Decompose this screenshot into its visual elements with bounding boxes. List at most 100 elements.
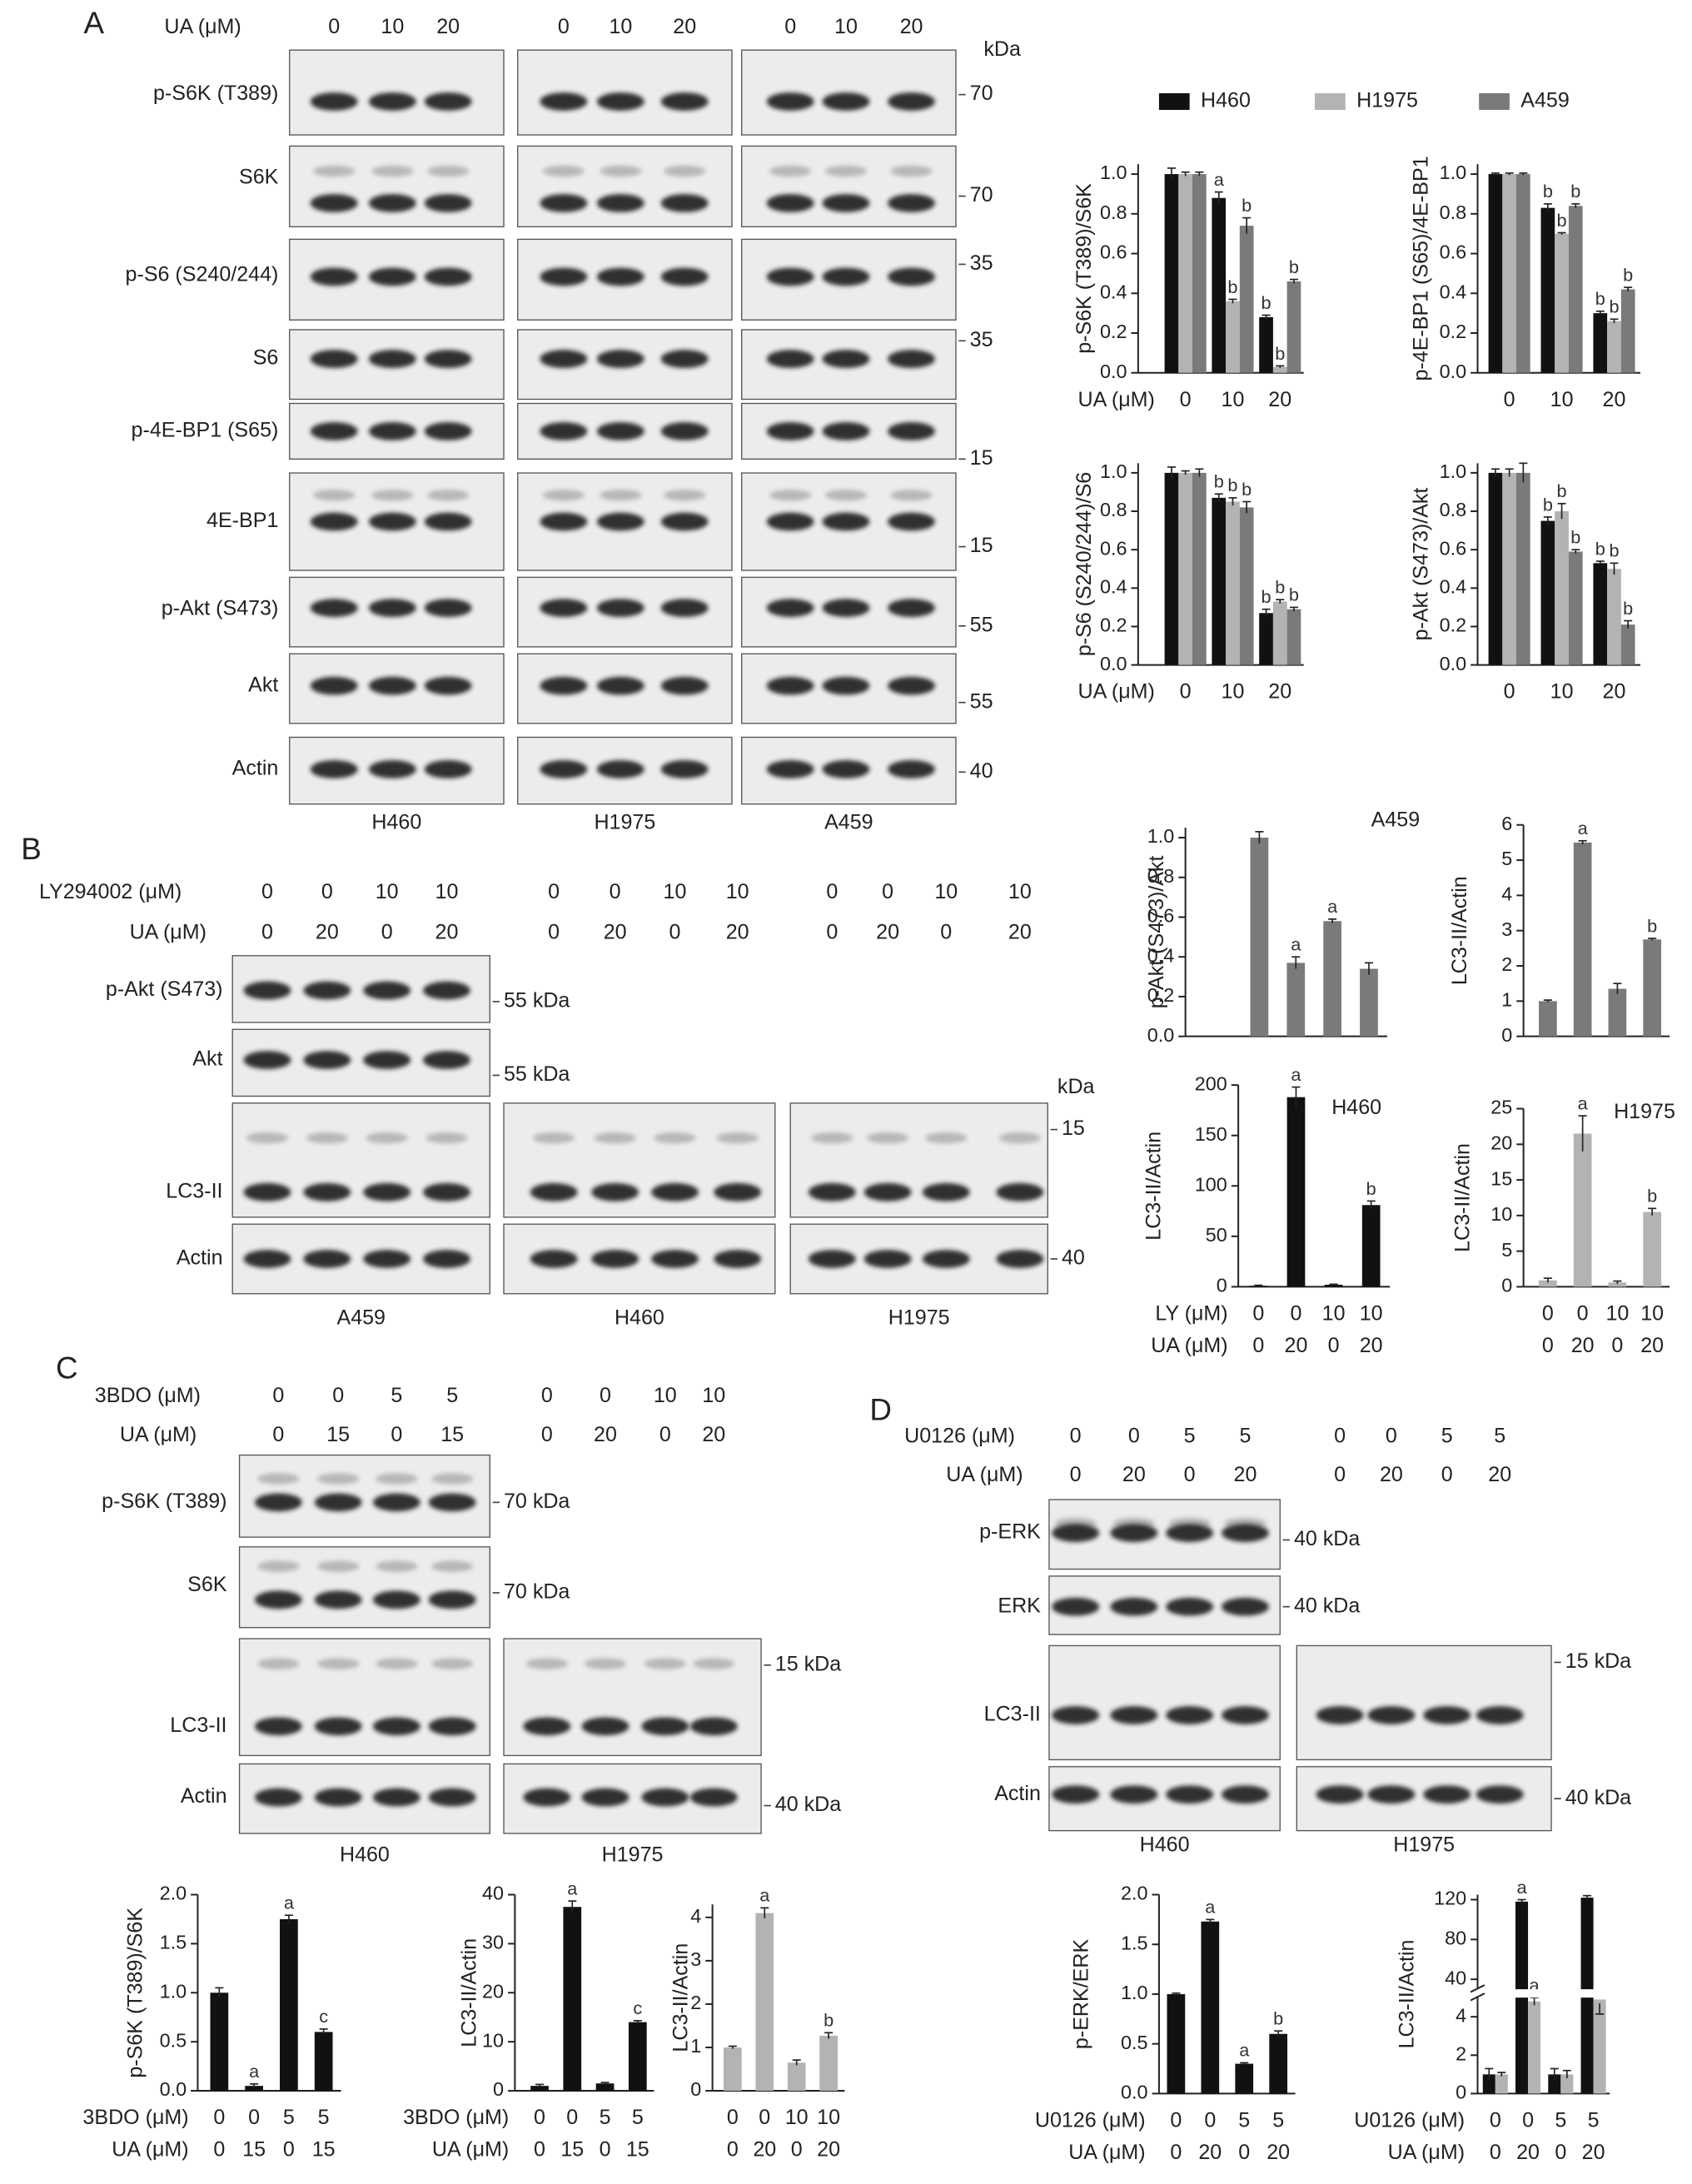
blot-box — [741, 145, 957, 227]
bar — [1286, 963, 1306, 1037]
break-mark — [1470, 1984, 1485, 1993]
band — [596, 267, 644, 286]
bar — [1502, 472, 1516, 665]
band — [303, 1051, 351, 1069]
lane-value: 20 — [673, 15, 696, 38]
faint-band — [811, 1132, 853, 1144]
band — [1052, 1597, 1100, 1616]
bar — [563, 1907, 582, 2092]
y-tick-label: 0 — [1456, 2082, 1466, 2103]
faint-band — [542, 490, 585, 501]
band — [424, 267, 472, 286]
band — [424, 92, 472, 111]
bar — [1568, 206, 1583, 373]
bar — [245, 2086, 263, 2092]
x-tick-label: 10 — [1550, 680, 1574, 704]
x-tick-label: 20 — [1198, 2141, 1222, 2164]
y-tick-label: 5 — [1501, 848, 1512, 869]
blot-box — [1296, 1644, 1552, 1761]
faint-band — [600, 490, 642, 501]
lane-value: 0 — [548, 921, 560, 944]
lane-value: 0 — [1184, 1463, 1196, 1486]
y-tick-label: 0.4 — [1100, 575, 1127, 597]
band — [1110, 1785, 1158, 1804]
y-axis-title: p-ERK/ERK — [1070, 1939, 1093, 2050]
band — [424, 676, 472, 695]
bar — [787, 2062, 806, 2092]
lane-value: 0 — [332, 1384, 344, 1407]
band — [766, 760, 814, 779]
band — [310, 599, 358, 617]
faint-band — [257, 1560, 300, 1572]
band — [540, 194, 588, 212]
lane-value: 20 — [1380, 1463, 1403, 1486]
band — [310, 760, 358, 779]
break-mark — [1470, 1992, 1485, 2002]
faint-band — [998, 1132, 1041, 1144]
blot-box — [503, 1638, 762, 1757]
x-tick-label: 20 — [1360, 1334, 1383, 1357]
faint-band — [376, 1658, 418, 1669]
bar — [1593, 313, 1608, 373]
band — [1476, 1706, 1524, 1724]
lane-value: 10 — [726, 880, 749, 903]
faint-band — [366, 1132, 408, 1144]
band — [766, 676, 814, 695]
legend-label: H1975 — [1356, 89, 1418, 112]
kda-marker: 55 — [970, 689, 993, 713]
band — [424, 350, 472, 368]
band — [1423, 1706, 1471, 1724]
band — [766, 194, 814, 212]
band — [368, 194, 416, 212]
y-tick-label: 0 — [1501, 1275, 1512, 1296]
band — [996, 1250, 1044, 1268]
kda-marker: 15 — [1062, 1117, 1085, 1140]
faint-band — [542, 165, 585, 177]
x-axis-title: UA (μM) — [112, 2138, 188, 2162]
x-tick-label: 0 — [213, 2106, 225, 2129]
y-tick-label: 0.6 — [1100, 241, 1127, 263]
lane-value: 0 — [272, 1423, 284, 1446]
x-tick-label: 0 — [534, 2106, 545, 2129]
band — [1110, 1597, 1158, 1616]
significance-label: b — [1289, 256, 1299, 277]
x-tick-label: 0 — [248, 2106, 260, 2129]
significance-label: a — [1517, 1877, 1528, 1898]
y-tick-label: 4 — [690, 1905, 701, 1927]
y-tick-label: 0.6 — [1147, 905, 1175, 927]
band — [243, 1051, 291, 1069]
y-tick-label: 15 — [1490, 1167, 1512, 1189]
lane-value: 10 — [702, 1384, 725, 1407]
row-label: 4E-BP1 — [207, 509, 278, 532]
y-tick-label: 1.0 — [1121, 1982, 1148, 2003]
lane-value: 10 — [654, 1384, 677, 1407]
significance-label: b — [1227, 475, 1237, 495]
band — [363, 981, 411, 1000]
y-tick-label: 0.8 — [1100, 201, 1127, 223]
band — [1316, 1785, 1364, 1804]
y-axis-title: LC3-II/Actin — [458, 1938, 481, 2047]
cell-line: H1975 — [602, 1843, 664, 1866]
band — [689, 1788, 738, 1807]
x-tick-label: 0 — [600, 2138, 611, 2162]
band — [540, 350, 588, 368]
y-tick-label: 1.0 — [1100, 460, 1127, 482]
lane-value: 0 — [321, 880, 333, 903]
kda-marker: 40 kDa — [1565, 1786, 1631, 1809]
y-tick-label: 50 — [1206, 1224, 1227, 1246]
cell-line: A459 — [337, 1306, 386, 1329]
lane-value: 20 — [604, 921, 627, 944]
x-tick-label: 0 — [1252, 1334, 1264, 1357]
bar — [1608, 988, 1627, 1037]
y-tick-label: 200 — [1195, 1072, 1227, 1094]
bar — [1540, 207, 1555, 373]
band — [310, 422, 358, 440]
x-tick-label: 5 — [1238, 2108, 1250, 2132]
bar — [1593, 1999, 1606, 2094]
significance-label: c — [633, 1997, 642, 2018]
kda-marker: 15 — [970, 534, 993, 557]
band — [922, 1182, 970, 1201]
x-tick-label: 20 — [817, 2138, 840, 2162]
faint-band — [600, 165, 642, 177]
y-tick-label: 1 — [1501, 989, 1512, 1011]
